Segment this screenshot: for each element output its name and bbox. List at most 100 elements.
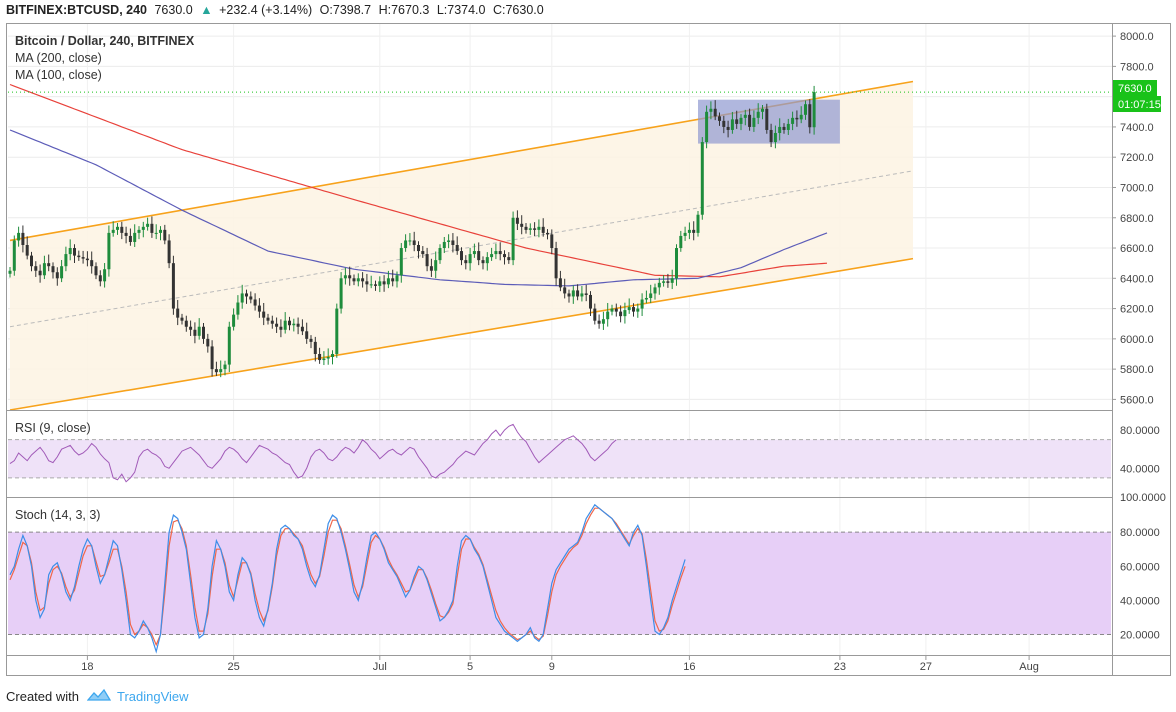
- candle-body: [752, 117, 756, 127]
- candle-body: [257, 305, 261, 312]
- candle-body: [103, 269, 107, 282]
- candle-body: [730, 119, 734, 130]
- candle-body: [769, 129, 773, 143]
- candle-body: [623, 310, 627, 317]
- legend-title: Bitcoin / Dollar, 240, BITFINEX: [15, 34, 195, 48]
- rsi-axis: 80.0000 40.0000 100.0000: [1120, 425, 1166, 504]
- symbol-label: BITFINEX:BTCUSD, 240: [6, 3, 147, 17]
- candle-body: [335, 308, 339, 354]
- stoch-tick-label: 60.0000: [1120, 561, 1160, 573]
- tradingview-link[interactable]: TradingView: [116, 688, 189, 704]
- candle-body: [275, 323, 279, 327]
- candle-body: [283, 320, 287, 330]
- candle-body: [472, 251, 476, 255]
- open-label: O:: [320, 3, 333, 17]
- candle-body: [726, 126, 730, 130]
- candle-body: [270, 320, 274, 324]
- candle-body: [503, 254, 506, 258]
- candle-body: [111, 229, 115, 233]
- price-tick-label: 6600.0: [1120, 243, 1154, 255]
- candle-body: [614, 308, 618, 312]
- time-tick-label: 18: [81, 661, 93, 673]
- price-tick-label: 5600.0: [1120, 394, 1154, 406]
- candle-body: [649, 293, 653, 298]
- time-tick-label: Jul: [373, 661, 387, 673]
- candle-body: [417, 245, 420, 252]
- candle-body: [17, 232, 21, 241]
- candle-body: [524, 226, 528, 230]
- candle-body: [227, 326, 231, 365]
- close-label: C:: [493, 3, 506, 17]
- time-axis[interactable]: 18 25 Jul 5 9 16 23 27 Aug: [81, 655, 1039, 673]
- time-tick-label: 5: [467, 661, 473, 673]
- candle-body: [391, 278, 395, 282]
- price-tick-label: 7400.0: [1120, 122, 1154, 134]
- candle-body: [206, 338, 210, 347]
- candle-body: [451, 240, 455, 246]
- candle-body: [51, 266, 55, 273]
- candle-body: [799, 114, 803, 120]
- candle-body: [438, 248, 442, 261]
- rsi-tick-label: 100.0000: [1120, 492, 1166, 504]
- candle-body: [709, 108, 713, 112]
- candle-body: [464, 260, 468, 264]
- candle-body: [219, 369, 223, 373]
- candle-body: [808, 104, 812, 128]
- candle-body: [468, 254, 472, 264]
- candle-body: [352, 278, 356, 282]
- candle-body: [533, 228, 537, 230]
- candle-body: [481, 260, 485, 264]
- candle-body: [21, 232, 25, 246]
- candle-body: [64, 254, 68, 267]
- rsi-line: [9, 423, 617, 483]
- candle-body: [804, 104, 807, 115]
- candle-body: [85, 258, 89, 261]
- candle-body: [322, 358, 326, 361]
- price-tick-label: 7800.0: [1120, 61, 1154, 73]
- candle-body: [77, 255, 81, 258]
- candle-body: [279, 326, 283, 330]
- candle-body: [761, 108, 764, 112]
- channel-lower-line: [9, 257, 914, 411]
- candle-body: [756, 111, 760, 118]
- legend-ma200: MA (200, close): [15, 51, 102, 65]
- candle-body: [369, 284, 373, 286]
- candle-body: [154, 232, 158, 234]
- candle-body: [580, 293, 584, 297]
- rsi-pane[interactable]: [8, 423, 1111, 483]
- candle-body: [696, 214, 700, 233]
- time-tick-label: 27: [920, 661, 932, 673]
- legend-ma100: MA (100, close): [15, 68, 102, 82]
- candle-body: [98, 275, 102, 282]
- candle-body: [90, 260, 94, 267]
- price-tick-label: 6200.0: [1120, 304, 1154, 316]
- stoch-tick-label: 40.0000: [1120, 595, 1160, 607]
- candle-body: [8, 270, 12, 274]
- candle-body: [73, 248, 76, 256]
- candle-body: [288, 320, 291, 326]
- price-tick-label: 6000.0: [1120, 334, 1154, 346]
- candle-body: [447, 240, 451, 242]
- candle-body: [232, 314, 236, 327]
- candle-body: [477, 251, 481, 261]
- candle-body: [184, 320, 188, 327]
- candle-body: [348, 275, 352, 279]
- time-tick-label: Aug: [1019, 661, 1039, 673]
- candle-body: [68, 248, 72, 255]
- price-pane[interactable]: [8, 24, 1112, 655]
- header-ohlc: BITFINEX:BTCUSD, 240 7630.0 ▲ +232.4 (+3…: [6, 3, 544, 17]
- candle-body: [558, 278, 562, 288]
- candle-body: [589, 294, 592, 309]
- tradingview-logo-icon: [86, 688, 112, 705]
- high-value: 7670.3: [391, 3, 429, 17]
- candle-body: [705, 111, 709, 143]
- candle-body: [30, 255, 33, 267]
- stoch-pane[interactable]: [8, 503, 1111, 654]
- low-label: L:: [437, 3, 447, 17]
- candle-body: [412, 240, 416, 246]
- candle-body: [266, 317, 270, 321]
- stoch-band: [8, 532, 1111, 635]
- candle-body: [167, 240, 171, 264]
- candle-body: [640, 299, 644, 309]
